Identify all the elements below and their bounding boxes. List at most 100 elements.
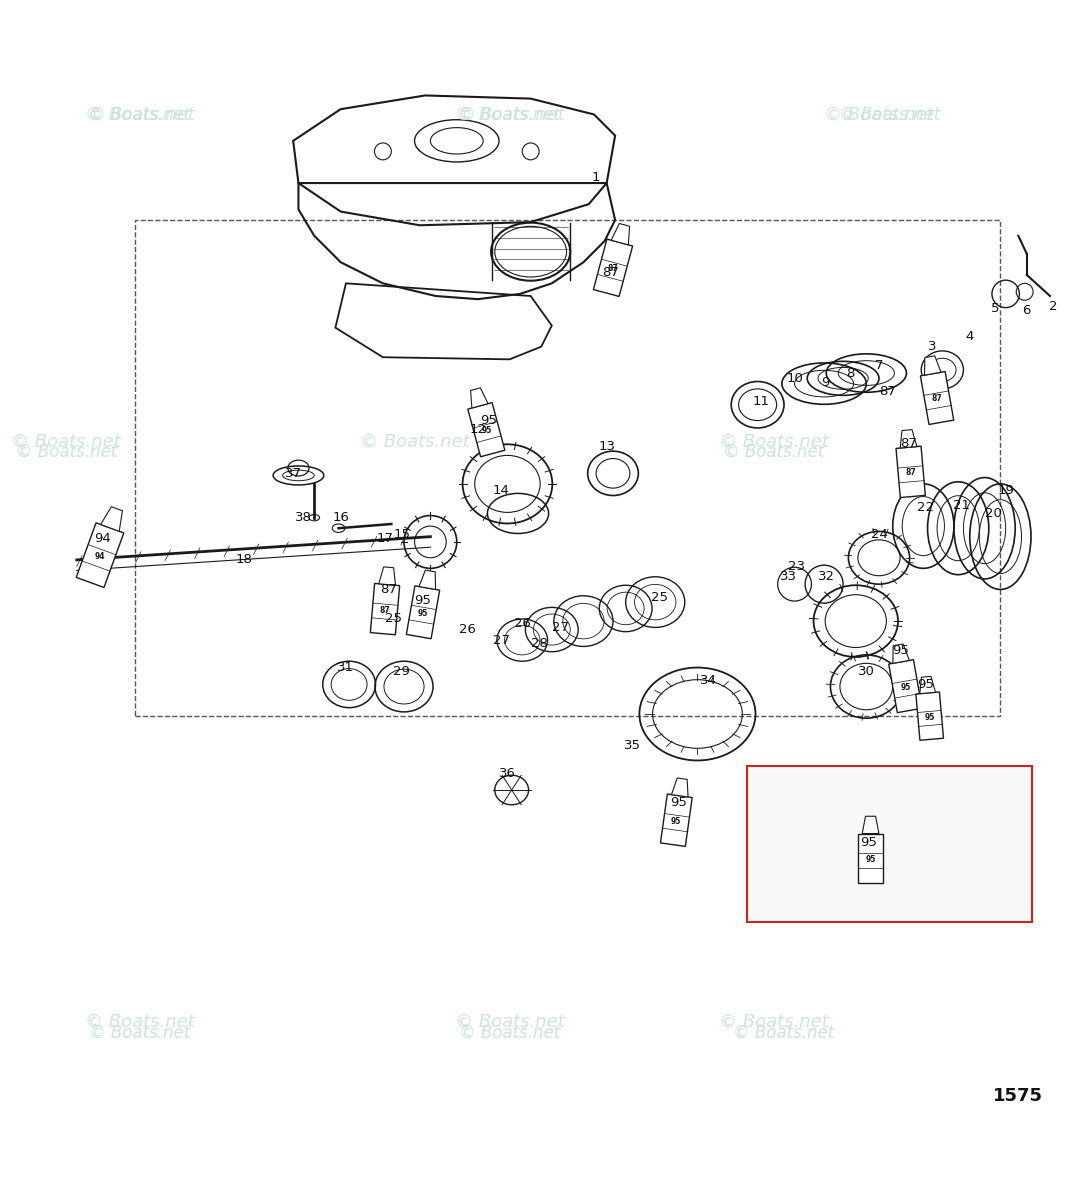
- Polygon shape: [863, 816, 879, 834]
- Text: 23: 23: [788, 559, 805, 572]
- Text: 95: 95: [670, 796, 687, 809]
- Text: 87: 87: [879, 384, 896, 397]
- Text: 9: 9: [821, 376, 830, 389]
- Text: © Boats.net: © Boats.net: [90, 106, 190, 124]
- Bar: [135, 220, 1001, 716]
- Text: 94: 94: [94, 533, 110, 545]
- Text: © Boats.net: © Boats.net: [86, 1013, 195, 1031]
- Text: 95: 95: [480, 414, 497, 427]
- Polygon shape: [916, 692, 944, 740]
- Polygon shape: [419, 570, 435, 589]
- Text: 10: 10: [786, 372, 803, 385]
- Text: 17: 17: [376, 533, 393, 545]
- Text: © Boats.net: © Boats.net: [454, 1013, 564, 1031]
- Text: © Boats.net: © Boats.net: [16, 443, 117, 461]
- Text: 33: 33: [779, 570, 796, 583]
- Text: © Boats.net: © Boats.net: [90, 1024, 190, 1042]
- Text: 12: 12: [469, 422, 486, 436]
- Text: 4: 4: [965, 330, 974, 343]
- Text: 3: 3: [928, 340, 936, 353]
- Text: © Boats.net: © Boats.net: [718, 1013, 828, 1031]
- Polygon shape: [470, 388, 489, 408]
- Text: 29: 29: [393, 665, 410, 678]
- Polygon shape: [858, 834, 883, 883]
- Polygon shape: [468, 402, 505, 457]
- Text: 35: 35: [623, 739, 640, 752]
- Text: 87: 87: [607, 264, 618, 274]
- Text: 34: 34: [699, 673, 716, 686]
- Polygon shape: [378, 566, 396, 586]
- Text: 21: 21: [952, 498, 970, 511]
- Polygon shape: [893, 644, 910, 664]
- Text: 28: 28: [530, 637, 547, 649]
- Text: 37: 37: [284, 467, 301, 480]
- Text: © Boats.net: © Boats.net: [733, 1024, 835, 1042]
- Text: © Boats.net: © Boats.net: [359, 433, 469, 451]
- Text: 95: 95: [925, 713, 935, 721]
- Text: 1: 1: [592, 172, 601, 185]
- Text: © Boats.net: © Boats.net: [454, 106, 564, 124]
- Text: 27: 27: [552, 620, 569, 634]
- Text: 22: 22: [917, 500, 934, 514]
- Polygon shape: [925, 356, 941, 376]
- Text: 38: 38: [295, 511, 312, 524]
- Text: 5: 5: [991, 302, 1000, 316]
- Text: 6: 6: [1023, 305, 1031, 317]
- Text: 32: 32: [818, 570, 835, 583]
- Text: 30: 30: [858, 665, 874, 678]
- Text: 19: 19: [997, 484, 1014, 497]
- Text: 31: 31: [338, 661, 355, 674]
- Polygon shape: [100, 506, 123, 532]
- Polygon shape: [370, 583, 400, 635]
- Text: 87: 87: [905, 468, 916, 478]
- Text: 26: 26: [514, 617, 530, 630]
- Text: 95: 95: [866, 854, 876, 864]
- Text: 15: 15: [393, 528, 410, 541]
- Text: 95: 95: [892, 644, 909, 658]
- Polygon shape: [896, 446, 926, 498]
- Text: © Boats.net: © Boats.net: [824, 106, 934, 124]
- Text: 11: 11: [753, 395, 770, 408]
- Text: © Boats.net: © Boats.net: [839, 106, 940, 124]
- Text: 95: 95: [481, 426, 492, 436]
- Text: © Boats.net: © Boats.net: [723, 443, 824, 461]
- Polygon shape: [900, 430, 917, 448]
- Polygon shape: [671, 778, 688, 797]
- Text: © Boats.net: © Boats.net: [86, 106, 195, 124]
- Text: 36: 36: [499, 767, 516, 780]
- Text: 87: 87: [900, 437, 917, 450]
- Text: © Boats.net: © Boats.net: [459, 106, 560, 124]
- Polygon shape: [593, 239, 633, 296]
- Polygon shape: [919, 677, 935, 694]
- Text: 7: 7: [874, 359, 883, 372]
- Polygon shape: [611, 223, 630, 245]
- Text: 95: 95: [671, 817, 681, 826]
- Text: 87: 87: [379, 606, 390, 614]
- Polygon shape: [661, 794, 693, 846]
- Text: 8: 8: [847, 366, 855, 379]
- Polygon shape: [920, 372, 954, 425]
- Text: © Boats.net: © Boats.net: [459, 1024, 560, 1042]
- Text: © Boats.net: © Boats.net: [12, 433, 121, 451]
- Text: 25: 25: [651, 592, 668, 605]
- Text: 20: 20: [985, 506, 1002, 520]
- Text: 87: 87: [379, 583, 397, 596]
- Text: 94: 94: [94, 552, 105, 560]
- Text: 18: 18: [235, 553, 252, 566]
- Text: 87: 87: [603, 266, 619, 280]
- Text: 87: 87: [932, 395, 943, 403]
- Text: 27: 27: [493, 634, 510, 647]
- Text: 95: 95: [415, 594, 432, 606]
- Text: 24: 24: [870, 528, 887, 541]
- Text: 25: 25: [385, 612, 402, 625]
- Text: 14: 14: [493, 484, 510, 497]
- Text: 95: 95: [900, 683, 911, 691]
- Text: 26: 26: [459, 623, 476, 636]
- Text: 1575: 1575: [993, 1086, 1042, 1104]
- Text: 2: 2: [1049, 300, 1057, 313]
- Text: 13: 13: [599, 440, 615, 454]
- Polygon shape: [888, 660, 923, 713]
- Polygon shape: [406, 586, 439, 638]
- Text: 95: 95: [917, 678, 934, 691]
- Text: 95: 95: [418, 608, 428, 618]
